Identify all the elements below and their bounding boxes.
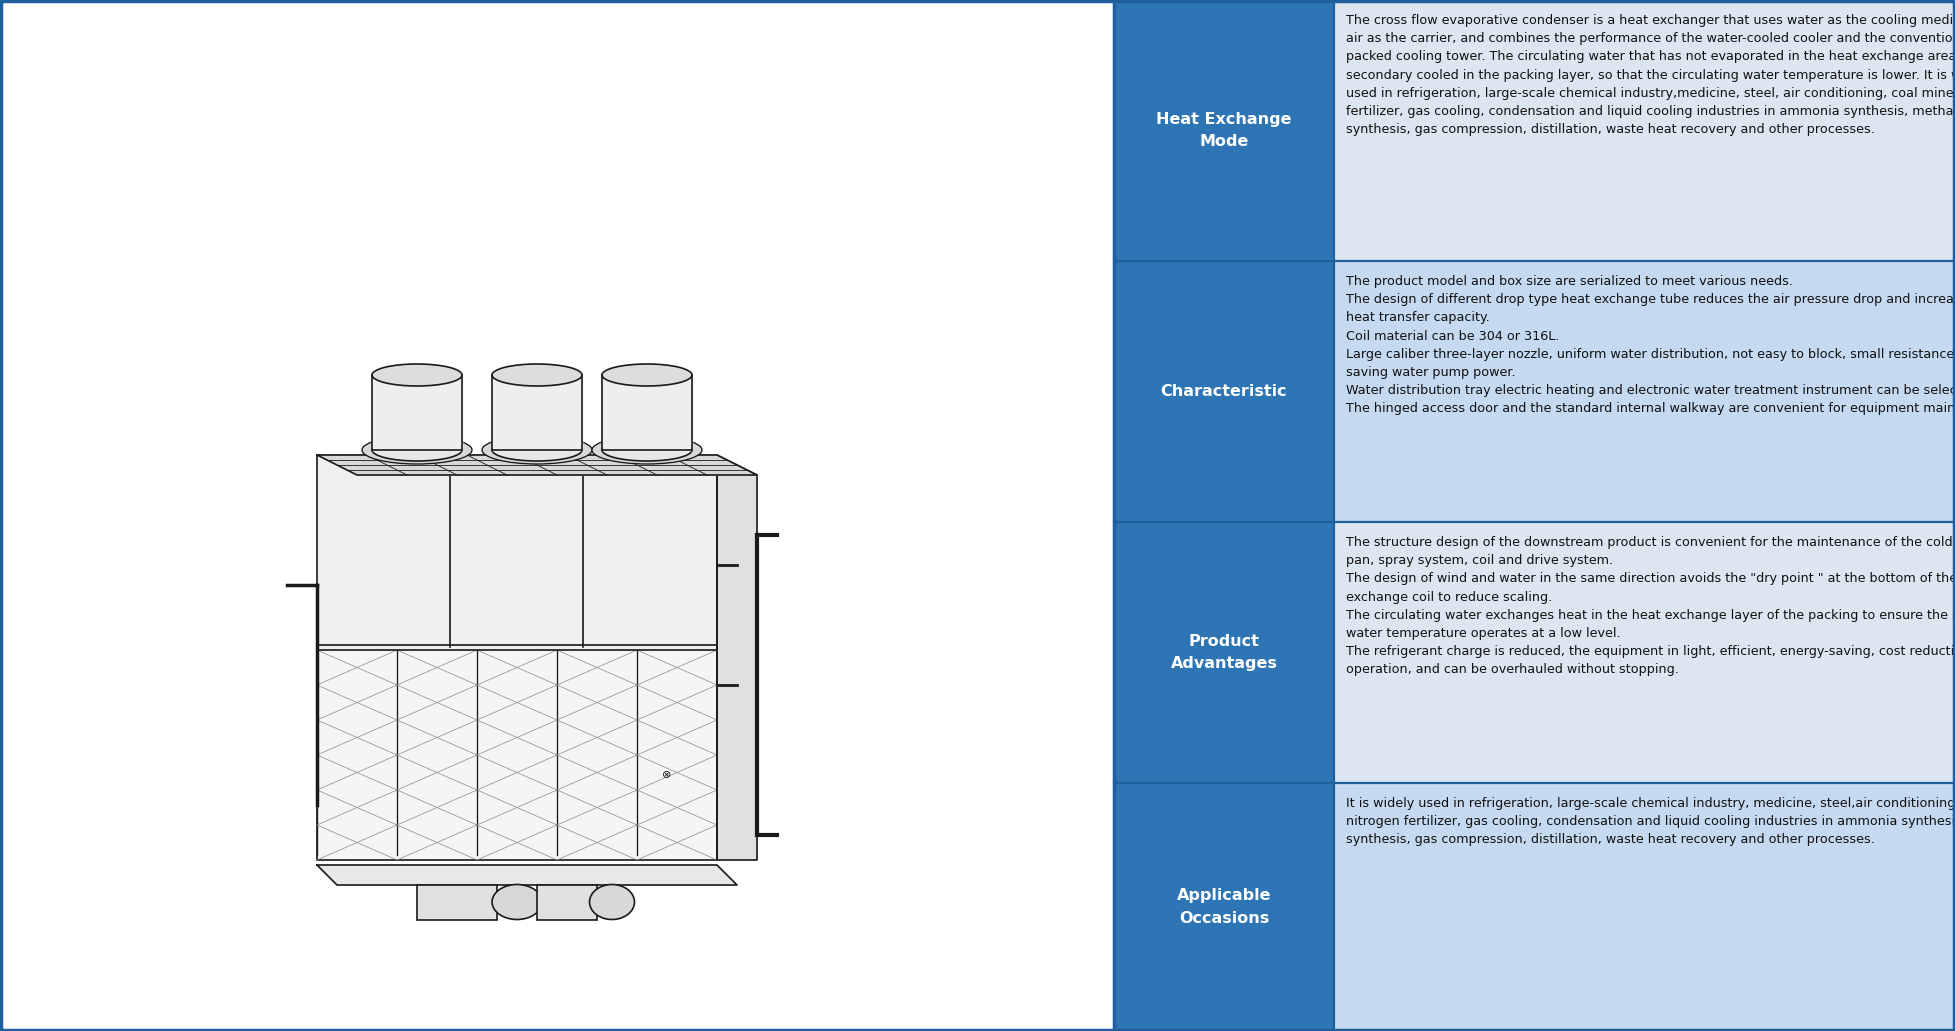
Text: The cross flow evaporative condenser is a heat exchanger that uses water as the : The cross flow evaporative condenser is … bbox=[1345, 14, 1955, 136]
Polygon shape bbox=[602, 375, 692, 450]
Bar bbox=[0, 0, 1114, 1031]
Ellipse shape bbox=[602, 439, 692, 461]
Bar bbox=[1333, 261, 1955, 522]
Text: It is widely used in refrigeration, large-scale chemical industry, medicine, ste: It is widely used in refrigeration, larg… bbox=[1345, 797, 1955, 846]
Text: The product model and box size are serialized to meet various needs.
The design : The product model and box size are seria… bbox=[1345, 275, 1955, 415]
Polygon shape bbox=[317, 865, 737, 885]
Bar bbox=[1114, 261, 1333, 522]
Polygon shape bbox=[317, 455, 757, 475]
Ellipse shape bbox=[483, 436, 592, 464]
Polygon shape bbox=[317, 455, 717, 650]
Ellipse shape bbox=[592, 436, 702, 464]
Ellipse shape bbox=[493, 885, 542, 920]
Bar bbox=[538, 885, 596, 920]
Polygon shape bbox=[371, 375, 461, 450]
Ellipse shape bbox=[590, 885, 635, 920]
Polygon shape bbox=[493, 375, 583, 450]
Ellipse shape bbox=[371, 364, 461, 386]
Bar bbox=[1114, 783, 1333, 1031]
Bar bbox=[1333, 783, 1955, 1031]
Text: Product
Advantages: Product Advantages bbox=[1171, 634, 1277, 671]
Polygon shape bbox=[317, 645, 717, 860]
Bar bbox=[416, 885, 497, 920]
Bar bbox=[1114, 0, 1333, 261]
Ellipse shape bbox=[493, 439, 583, 461]
Ellipse shape bbox=[362, 436, 471, 464]
Bar bbox=[1114, 522, 1333, 783]
Text: The structure design of the downstream product is convenient for the maintenance: The structure design of the downstream p… bbox=[1345, 536, 1955, 676]
Ellipse shape bbox=[602, 364, 692, 386]
Text: ⊗: ⊗ bbox=[663, 770, 673, 780]
Polygon shape bbox=[717, 455, 757, 860]
Text: Characteristic: Characteristic bbox=[1161, 384, 1286, 399]
Ellipse shape bbox=[371, 439, 461, 461]
Bar bbox=[1333, 522, 1955, 783]
Bar bbox=[1333, 0, 1955, 261]
Text: Applicable
Occasions: Applicable Occasions bbox=[1177, 889, 1271, 926]
Ellipse shape bbox=[493, 364, 583, 386]
Text: Heat Exchange
Mode: Heat Exchange Mode bbox=[1155, 112, 1292, 149]
